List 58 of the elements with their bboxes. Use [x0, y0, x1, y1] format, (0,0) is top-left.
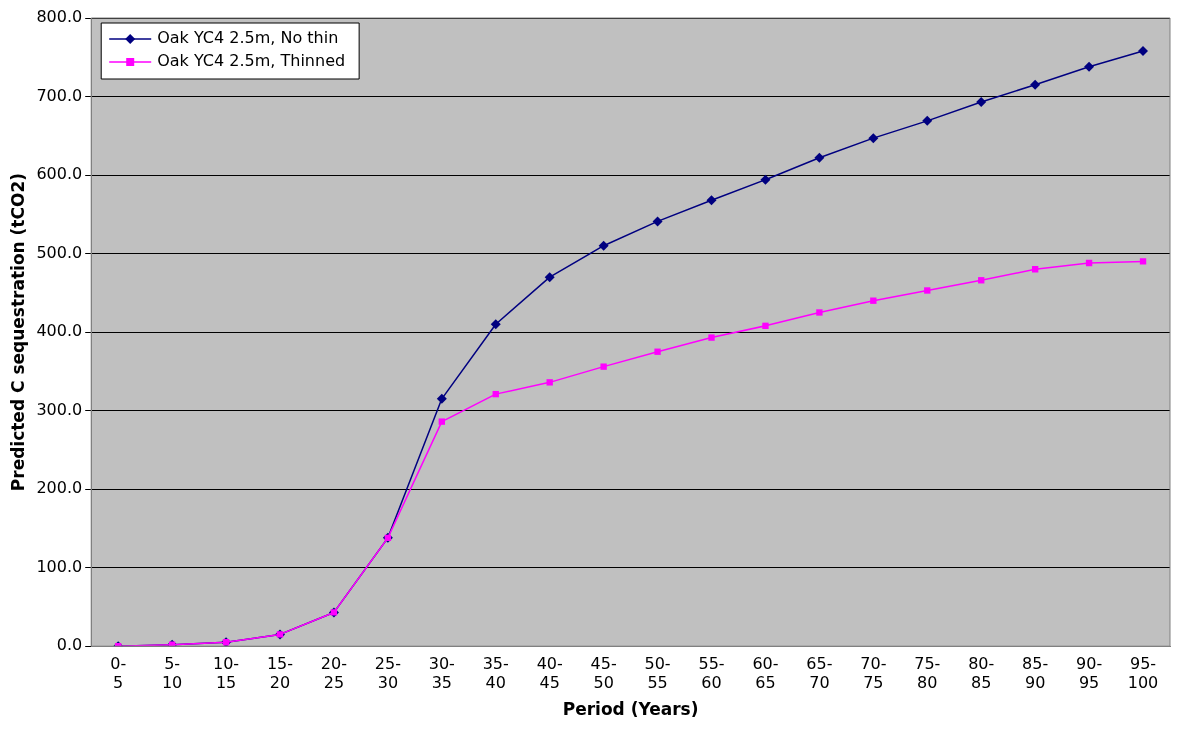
x-tick-label: 45-50	[590, 653, 617, 693]
y-axis-title: Predicted C sequestration (tCO2)	[7, 172, 28, 492]
point	[490, 319, 501, 330]
point	[706, 195, 717, 206]
x-tick-label: 40-45	[536, 653, 563, 693]
x-tick-label: 85-90	[1022, 653, 1049, 693]
point	[544, 272, 555, 283]
y-tick-label: 100.0	[36, 556, 83, 576]
point	[978, 277, 985, 284]
x-tick-label: 55-60	[698, 653, 725, 693]
x-tick-label: 30-35	[428, 653, 455, 693]
x-tick-label: 25-30	[374, 653, 401, 693]
y-tick-label: 800.0	[36, 7, 83, 27]
x-tick-label: 50-55	[644, 653, 671, 693]
y-tick-label: 0.0	[56, 635, 83, 655]
x-tick-label: 10-15	[212, 653, 240, 693]
point	[762, 322, 769, 329]
point	[1139, 258, 1147, 265]
x-tick-label: 65-70	[806, 653, 833, 693]
point	[924, 287, 931, 294]
point	[760, 174, 771, 185]
point	[816, 309, 823, 316]
x-tick-label: 35-40	[482, 653, 509, 693]
point	[598, 240, 609, 251]
y-tick-label: 500.0	[36, 242, 83, 262]
x-tick-label: 90-95	[1076, 653, 1103, 693]
point	[438, 418, 445, 425]
point	[600, 363, 607, 370]
legend-label: Oak YC4 2.5m, Thinned	[157, 51, 346, 71]
x-tick-label: 15-20	[266, 653, 294, 693]
x-tick-label: 20-25	[320, 653, 347, 693]
x-tick-label: 75-80	[914, 653, 941, 693]
y-tick-label: 700.0	[36, 85, 83, 105]
point	[870, 297, 877, 304]
x-axis-title: Period (Years)	[562, 699, 699, 720]
x-tick-label: 60-65	[752, 653, 779, 693]
point	[868, 133, 879, 144]
point	[814, 152, 825, 163]
point	[436, 393, 447, 404]
point	[922, 115, 933, 126]
x-tick-label: 0-5	[110, 653, 127, 693]
point	[976, 97, 987, 108]
point	[1084, 61, 1095, 72]
point	[1138, 45, 1149, 56]
x-tick-label: 70-75	[860, 653, 887, 693]
point	[708, 334, 715, 341]
x-tick-label: 5-10	[161, 653, 183, 693]
point	[652, 216, 663, 227]
y-tick-label: 300.0	[36, 399, 83, 419]
legend-label: Oak YC4 2.5m, No thin	[157, 28, 339, 48]
x-tick-label: 95-100	[1127, 653, 1159, 693]
y-tick-label: 400.0	[36, 321, 83, 341]
point	[1030, 79, 1041, 90]
point	[654, 348, 661, 355]
x-tick-label: 80-85	[968, 653, 995, 693]
point	[546, 379, 553, 386]
y-tick-label: 600.0	[36, 164, 83, 184]
y-tick-label: 200.0	[36, 478, 83, 498]
